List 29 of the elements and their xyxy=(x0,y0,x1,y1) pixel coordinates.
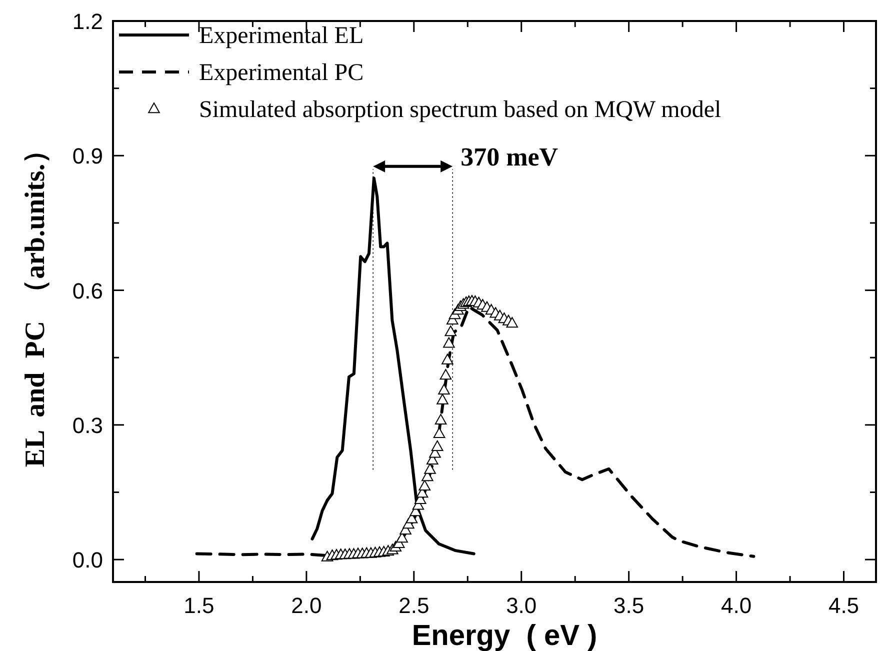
x-tick-label: 4.5 xyxy=(828,593,860,618)
annotation: 370 meV xyxy=(460,142,558,172)
point xyxy=(440,369,452,380)
x-tick-label: 2.0 xyxy=(291,593,322,618)
y-tick-label: 0.9 xyxy=(72,144,103,169)
point xyxy=(438,384,450,394)
x-tick-label: 3.0 xyxy=(506,593,537,618)
legend-label: Experimental PC xyxy=(199,60,364,86)
point xyxy=(443,337,455,348)
point xyxy=(431,440,444,452)
point xyxy=(424,463,436,474)
point xyxy=(436,394,448,404)
y-tick-label: 1.2 xyxy=(72,9,103,34)
point xyxy=(506,316,518,328)
x-tick-label: 4.0 xyxy=(721,593,752,618)
legend-label: Experimental EL xyxy=(199,23,364,49)
legend-label: Simulated absorption spectrum based on MQW model xyxy=(199,97,722,123)
y-tick-label: 0.0 xyxy=(72,548,103,573)
x-axis-title: Energy ( eV ) xyxy=(412,620,598,651)
x-tick-label: 1.5 xyxy=(184,593,214,618)
point xyxy=(442,354,454,364)
x-tick-label: 3.5 xyxy=(614,593,644,618)
point xyxy=(418,480,431,491)
x-tick-label: 2.5 xyxy=(398,593,430,618)
point xyxy=(434,414,447,425)
y-tick-label: 0.6 xyxy=(72,278,103,304)
y-axis-title: EL and PC （arb.units.） xyxy=(20,136,51,468)
point xyxy=(444,326,457,336)
y-tick-label: 0.3 xyxy=(72,412,103,438)
